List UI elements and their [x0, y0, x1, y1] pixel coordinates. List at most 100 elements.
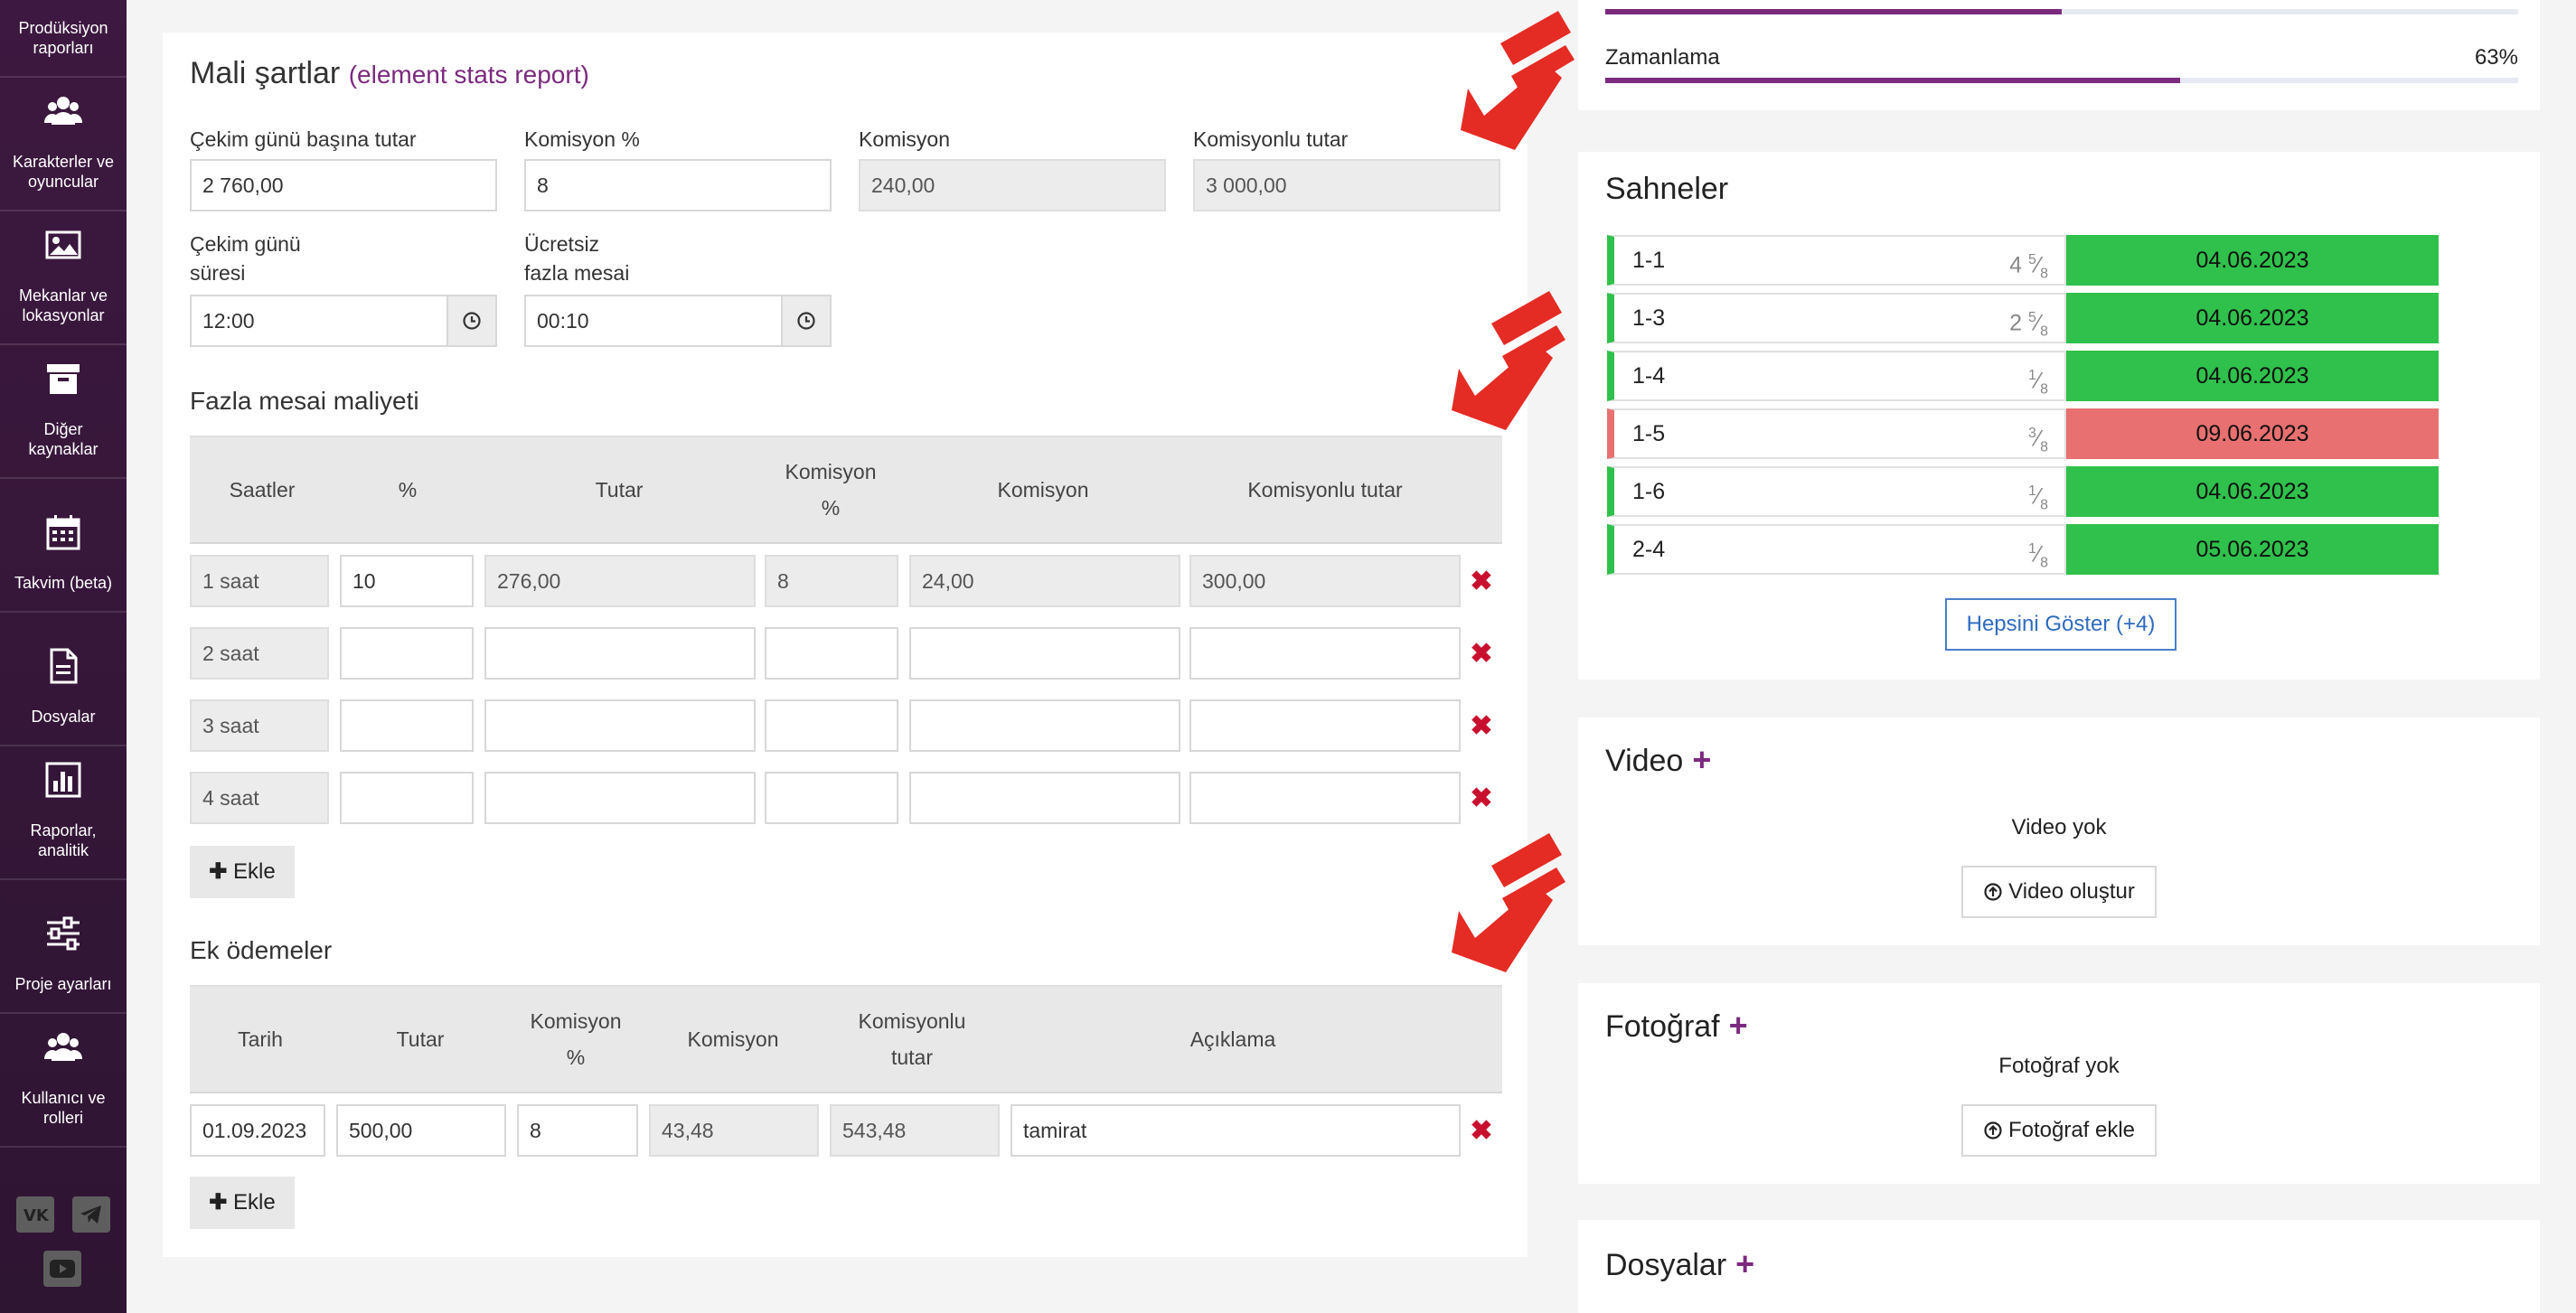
scene-pages: 1⁄8 — [2028, 541, 2048, 571]
sidebar-item-files[interactable]: Dosyalar — [0, 613, 127, 746]
commission-pct-label: Komisyon % — [524, 127, 640, 151]
scene-cell: 1-6 1⁄8 — [1607, 466, 2066, 517]
scene-row[interactable]: 2-4 1⁄8 05.06.2023 — [1607, 524, 2439, 575]
scene-name: 1-1 — [1632, 248, 1666, 273]
image-icon — [45, 230, 81, 259]
add-photo-label: Fotoğraf ekle — [2007, 1118, 2136, 1142]
column-header: Saatler — [229, 478, 296, 502]
shoot-duration-input[interactable]: 12:00 — [190, 295, 448, 347]
column-header-line2: tutar — [890, 1046, 934, 1069]
add-photo-icon[interactable]: + — [1728, 1007, 1748, 1044]
extra-payments-title: Ek ödemeler — [190, 936, 333, 964]
pct-input[interactable]: 10 — [340, 555, 474, 607]
free-overtime-label-line1: Ücretsiz — [524, 232, 600, 256]
create-video-button[interactable]: Video oluştur — [1961, 866, 2157, 918]
pct-input[interactable] — [340, 699, 474, 752]
panel-title-text: Mali şartlar — [190, 56, 341, 90]
delete-row-icon[interactable]: ✖ — [1470, 566, 1493, 596]
column-header: Açıklama — [1189, 1027, 1276, 1051]
stats-report-link[interactable]: (element stats report) — [348, 61, 589, 89]
arrow-icon — [1461, 11, 1575, 150]
photo-title-text: Fotoğraf — [1605, 1009, 1720, 1044]
sidebar-item-label: Prodüksiyon raporları — [18, 19, 108, 57]
date-input[interactable]: 01.09.2023 — [190, 1104, 325, 1157]
sidebar-item-label: Dosyalar — [31, 708, 96, 726]
vk-icon[interactable]: VK — [16, 1196, 54, 1233]
add-extra-payment-button[interactable]: ✚ Ekle — [190, 1177, 295, 1229]
scene-row[interactable]: 1-6 1⁄8 04.06.2023 — [1607, 466, 2439, 517]
sidebar-item-label: Karakterler ve oyuncular — [12, 153, 115, 191]
add-photo-button[interactable]: Fotoğraf ekle — [1961, 1104, 2157, 1157]
add-button-label: Ekle — [233, 1190, 276, 1215]
extra-table-header: Tarih Tutar Komisyon % Komisyon Komisyon… — [190, 985, 1502, 1093]
commission-field: 240,00 — [859, 159, 1166, 211]
amount-cell: 276,00 — [484, 555, 756, 607]
sidebar-item-characters[interactable]: Karakterler ve oyuncular — [0, 78, 127, 211]
arrow-icon — [1452, 833, 1565, 972]
hours-cell: 1 saat — [190, 555, 329, 607]
commission-pct-input[interactable]: 8 — [524, 159, 832, 211]
total-cell: 543,48 — [830, 1104, 1000, 1157]
upload-icon — [1984, 883, 2002, 901]
daily-amount-input[interactable]: 2 760,00 — [190, 159, 497, 211]
pct-input[interactable] — [340, 772, 474, 824]
sidebar-item-calendar[interactable]: Takvim (beta) — [0, 479, 127, 613]
column-header: Komisyonlu tutar — [1247, 478, 1403, 502]
commission-cell — [909, 627, 1180, 680]
scenes-panel: Sahneler 1-1 4 5⁄8 04.06.2023 1-3 2 5⁄8 … — [1578, 152, 2540, 680]
add-file-icon[interactable]: + — [1735, 1245, 1755, 1282]
progress-percent: 63% — [2474, 45, 2518, 70]
column-header: Komisyon — [687, 1027, 779, 1051]
sidebar: Prodüksiyon raporları Karakterler ve oyu… — [0, 0, 127, 1313]
scene-row[interactable]: 1-3 2 5⁄8 04.06.2023 — [1607, 293, 2439, 343]
scene-name: 1-4 — [1632, 363, 1666, 389]
description-input[interactable]: tamirat — [1011, 1104, 1461, 1157]
amount-cell — [484, 627, 756, 680]
clock-icon[interactable] — [448, 295, 497, 347]
column-header-line2: % — [566, 1046, 586, 1069]
show-all-scenes-button[interactable]: Hepsini Göster (+4) — [1945, 598, 2176, 651]
commission-pct-input[interactable]: 8 — [517, 1104, 638, 1157]
pages-numerator: 1 — [2028, 541, 2036, 557]
hours-cell: 4 saat — [190, 772, 329, 824]
scene-row[interactable]: 1-5 3⁄8 09.06.2023 — [1607, 408, 2439, 459]
video-empty-text: Video yok — [2011, 815, 2107, 839]
youtube-icon[interactable] — [43, 1251, 81, 1287]
scene-date: 04.06.2023 — [2066, 235, 2439, 286]
sidebar-item-label: Kullanıcı ve rolleri — [21, 1089, 106, 1127]
delete-row-icon[interactable]: ✖ — [1470, 638, 1493, 669]
scene-cell: 2-4 1⁄8 — [1607, 524, 2066, 575]
amount-input[interactable]: 500,00 — [336, 1104, 506, 1157]
sidebar-item-users-roles[interactable]: Kullanıcı ve rolleri — [0, 1014, 127, 1148]
delete-row-icon[interactable]: ✖ — [1470, 783, 1493, 813]
sidebar-item-project-settings[interactable]: Proje ayarları — [0, 880, 127, 1014]
pages-numerator: 5 — [2028, 310, 2036, 325]
pages-whole: 2 — [2009, 310, 2023, 336]
financial-terms-panel: Mali şartlar (element stats report) Çeki… — [163, 33, 1528, 1257]
column-header: Komisyon — [997, 478, 1089, 502]
shoot-duration-label-line1: Çekim günü — [190, 232, 301, 256]
pages-denominator: 8 — [2040, 439, 2048, 455]
sidebar-item-production-reports[interactable]: Prodüksiyon raporları — [0, 0, 127, 78]
photo-panel: Fotoğraf + Fotoğraf yok Fotoğraf ekle — [1578, 983, 2540, 1184]
video-title-text: Video — [1605, 744, 1684, 778]
delete-row-icon[interactable]: ✖ — [1470, 1115, 1493, 1146]
free-overtime-input[interactable]: 00:10 — [524, 295, 783, 347]
sidebar-item-label: Raporlar, analitik — [30, 821, 97, 859]
sidebar-item-locations[interactable]: Mekanlar ve lokasyonlar — [0, 211, 127, 345]
scene-row[interactable]: 1-4 1⁄8 04.06.2023 — [1607, 351, 2439, 401]
archive-icon — [47, 364, 80, 394]
sidebar-item-label: Mekanlar ve lokasyonlar — [18, 286, 108, 324]
pct-input[interactable] — [340, 627, 474, 680]
users-icon — [44, 1033, 82, 1061]
users-icon — [44, 97, 82, 125]
scene-row[interactable]: 1-1 4 5⁄8 04.06.2023 — [1607, 235, 2439, 286]
sidebar-item-other-resources[interactable]: Diğer kaynaklar — [0, 345, 127, 479]
sidebar-item-reports[interactable]: Raporlar, analitik — [0, 746, 127, 880]
telegram-icon[interactable] — [72, 1196, 110, 1233]
add-overtime-row-button[interactable]: ✚ Ekle — [190, 846, 295, 898]
clock-icon[interactable] — [783, 295, 832, 347]
delete-row-icon[interactable]: ✖ — [1470, 710, 1493, 741]
pages-denominator: 8 — [2040, 381, 2048, 398]
add-video-icon[interactable]: + — [1692, 741, 1712, 778]
